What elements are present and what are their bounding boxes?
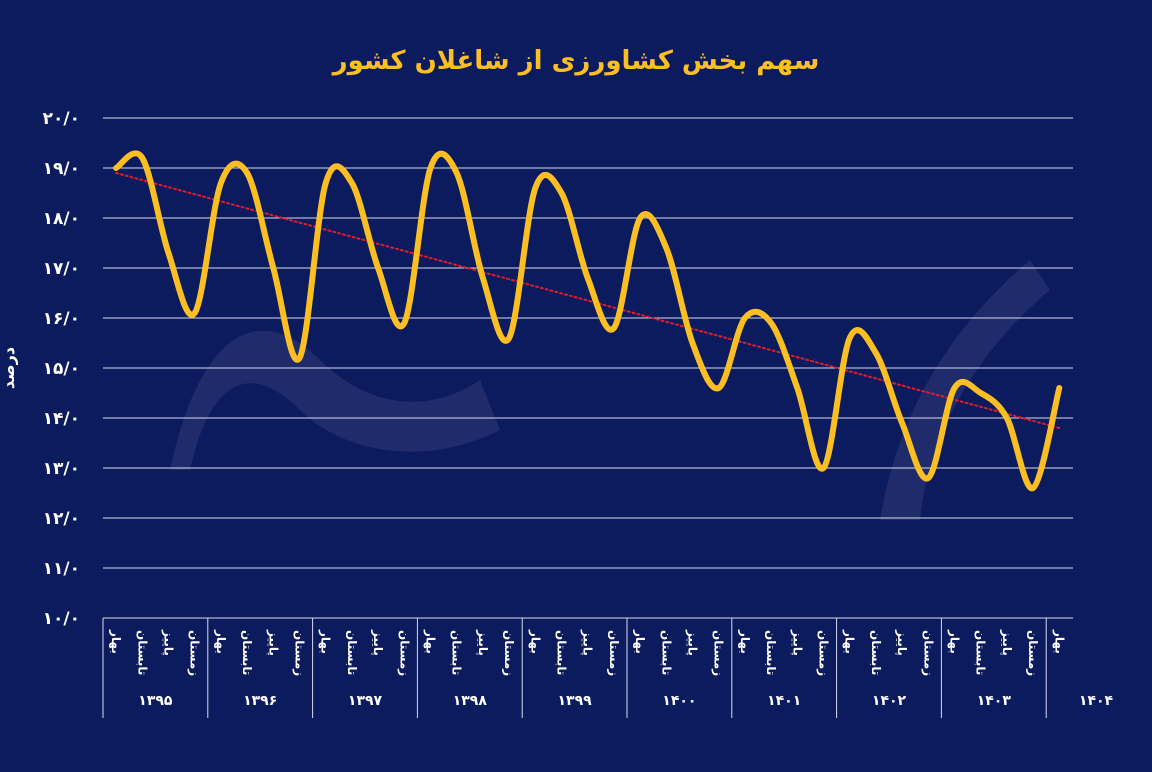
series-group <box>113 150 1063 492</box>
y-tick-label: ۱۹/۰ <box>43 159 80 179</box>
x-tick-label: پاییز <box>1000 629 1014 656</box>
year-label: ۱۳۹۵ <box>138 693 173 709</box>
y-axis-label: درصد <box>0 347 18 389</box>
year-label: ۱۳۹۸ <box>453 693 488 709</box>
year-label: ۱۳۹۷ <box>348 693 383 709</box>
year-label: ۱۴۰۰ <box>662 693 696 709</box>
x-tick-label: پاییز <box>790 629 804 656</box>
x-tick-label: پاییز <box>371 629 385 656</box>
x-tick-label: زمستان <box>921 630 935 676</box>
year-label: ۱۳۹۶ <box>243 693 277 709</box>
y-tick-label: ۱۳/۰ <box>43 459 80 479</box>
x-tick-label: پاییز <box>581 629 595 656</box>
y-tick-label: ۲۰/۰ <box>43 109 80 129</box>
series-line <box>113 150 1063 492</box>
x-tick-label: پاییز <box>266 629 280 656</box>
y-tick-label: ۱۶/۰ <box>43 309 80 329</box>
x-tick-label: زمستان <box>188 630 202 676</box>
x-tick-label: تابستان <box>135 630 149 675</box>
y-tick-label: ۱۷/۰ <box>43 259 80 279</box>
x-tick-label: تابستان <box>764 630 778 675</box>
x-tick-label: پاییز <box>895 629 909 656</box>
trendline <box>115 172 1061 429</box>
x-tick-label: بهار <box>1052 629 1066 654</box>
y-tick-label: ۱۰/۰ <box>43 609 80 629</box>
x-tick-label: بهار <box>633 629 647 654</box>
x-tick-label: زمستان <box>397 630 411 676</box>
x-tick-label: تابستان <box>450 630 464 675</box>
y-axis-ticks: ۲۰/۰ ۱۹/۰ ۱۸/۰ ۱۷/۰ ۱۶/۰ ۱۵/۰ ۱۴/۰ ۱۳/۰ ۱۲/۰ ۱۱/۰… <box>43 109 80 629</box>
x-tick-label: تابستان <box>659 630 673 675</box>
x-tick-label: بهار <box>109 629 123 654</box>
year-label: ۱۴۰۲ <box>872 693 907 709</box>
year-label: ۱۴۰۴ <box>1079 693 1114 709</box>
year-label: ۱۳۹۹ <box>558 693 593 709</box>
x-tick-label: زمستان <box>607 630 621 676</box>
year-label: ۱۴۰۱ <box>767 693 801 709</box>
x-tick-label: پاییز <box>162 629 176 656</box>
y-tick-label: ۱۵/۰ <box>43 359 80 379</box>
x-tick-label: زمستان <box>502 630 516 676</box>
x-tick-label: پاییز <box>476 629 490 656</box>
x-tick-label: بهار <box>738 629 752 654</box>
x-tick-label: تابستان <box>240 630 254 675</box>
x-tick-label: زمستان <box>817 630 831 676</box>
x-tick-label: بهار <box>214 629 228 654</box>
x-tick-label: بهار <box>843 629 857 654</box>
x-tick-label: زمستان <box>1026 630 1040 676</box>
watermark <box>170 260 1050 520</box>
x-tick-label: تابستان <box>345 630 359 675</box>
x-tick-label: پاییز <box>686 629 700 656</box>
year-label: ۱۴۰۳ <box>977 693 1012 709</box>
x-tick-label: زمستان <box>293 630 307 676</box>
x-axis: بهار تابستان پاییز زمستان بهار تابستان پاییز زم… <box>102 618 1114 718</box>
y-tick-label: ۱۸/۰ <box>43 209 80 229</box>
x-tick-label: بهار <box>319 629 333 654</box>
gridlines <box>103 117 1073 619</box>
x-tick-label: بهار <box>528 629 542 654</box>
y-tick-label: ۱۲/۰ <box>43 509 80 529</box>
x-tick-label: زمستان <box>712 630 726 676</box>
x-tick-label: تابستان <box>555 630 569 675</box>
x-tick-label: تابستان <box>869 630 883 675</box>
y-tick-label: ۱۴/۰ <box>43 409 80 429</box>
y-tick-label: ۱۱/۰ <box>43 559 80 579</box>
trendline-group <box>115 172 1061 429</box>
x-tick-label: بهار <box>424 629 438 654</box>
x-tick-label: تابستان <box>974 630 988 675</box>
chart-title: سهم بخش کشاورزی از شاغلان کشور <box>331 46 820 76</box>
x-tick-label: بهار <box>948 629 962 654</box>
